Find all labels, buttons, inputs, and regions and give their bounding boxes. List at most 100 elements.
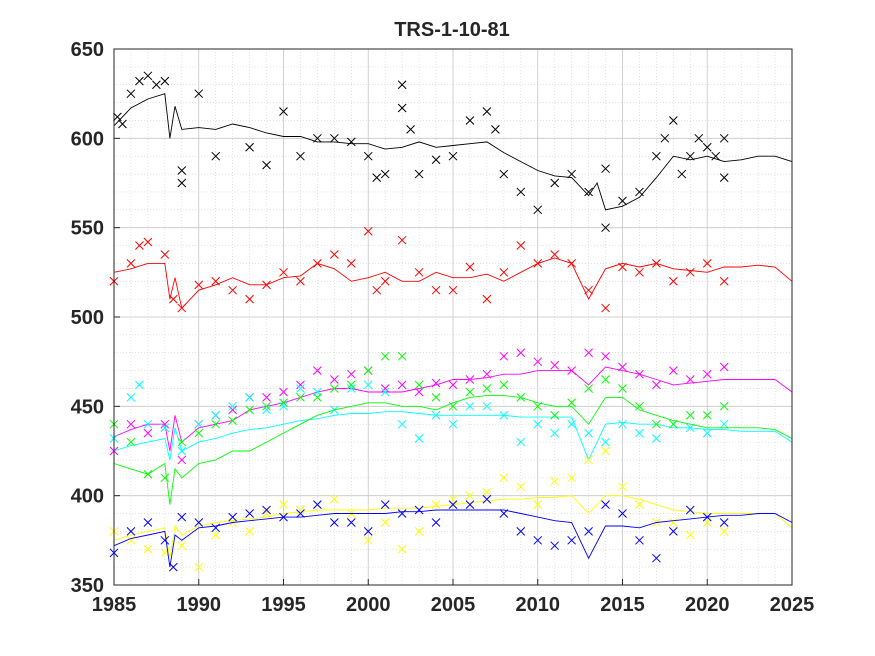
series-6-point — [380, 500, 390, 509]
series-0-point — [279, 107, 288, 116]
series-1-point — [601, 303, 610, 313]
series-4-point — [652, 419, 661, 429]
series-1-point — [652, 259, 661, 268]
series-3-point — [702, 428, 712, 438]
series-1-point — [499, 267, 509, 277]
series-6-point — [635, 535, 644, 545]
series-2-point — [160, 419, 170, 429]
series-1-point — [431, 285, 441, 295]
series-6-point — [567, 535, 577, 545]
series-3-point — [135, 380, 144, 390]
series-0-point — [618, 196, 627, 206]
series-5-point — [143, 544, 153, 554]
series-6-point — [431, 518, 441, 527]
series-6-point — [296, 509, 305, 518]
series-0-point — [601, 164, 610, 174]
series-5-point — [177, 541, 187, 551]
series-0-point — [482, 107, 492, 116]
series-2-point — [380, 384, 390, 393]
series-6-line — [113, 509, 793, 568]
series-6-point — [601, 500, 610, 509]
series-4-point — [194, 428, 204, 438]
series-5-point — [363, 535, 373, 545]
series-6-point — [482, 494, 492, 504]
series-4-point — [329, 384, 339, 393]
series-2-point — [143, 428, 153, 438]
series-6-point — [516, 527, 526, 536]
series-6-point — [363, 527, 373, 536]
series-5-point — [465, 491, 475, 501]
series-5-point — [211, 530, 221, 540]
series-6-point — [279, 512, 288, 522]
series-6-point — [245, 509, 254, 518]
series-0-point — [533, 205, 543, 215]
series-1-point — [346, 259, 356, 268]
series-1-point — [618, 262, 627, 272]
series-1-point — [685, 267, 695, 277]
series-4-point — [279, 398, 288, 408]
series-2-point — [618, 362, 627, 372]
series-3-point — [482, 401, 492, 411]
series-5-point — [194, 562, 204, 572]
series-0-line — [113, 93, 793, 211]
series-0-point — [177, 166, 187, 175]
series-0-point — [601, 223, 610, 233]
series-0-point — [152, 80, 161, 90]
series-5-point — [550, 477, 560, 486]
series-2-point — [414, 387, 424, 397]
series-3-point — [618, 419, 627, 429]
chart-title: TRS-1-10-81 — [394, 19, 510, 41]
series-2-point — [685, 375, 695, 384]
series-2-point — [516, 348, 526, 358]
series-1-point — [397, 235, 407, 245]
series-3-point — [211, 410, 221, 420]
series-0-point — [135, 76, 144, 86]
x-tick-label: 2020 — [685, 594, 730, 616]
series-2-point — [296, 380, 305, 390]
series-2-point — [346, 369, 356, 379]
y-tick-label: 400 — [71, 486, 104, 508]
series-6-point — [329, 518, 339, 527]
series-4-point — [516, 393, 526, 402]
series-6-point — [143, 518, 153, 527]
series-4-point — [533, 401, 543, 411]
series-0-point — [346, 137, 356, 147]
series-3-point — [194, 419, 204, 429]
series-1-point — [177, 303, 187, 313]
series-2-point — [431, 378, 441, 388]
series-0-point — [380, 169, 390, 179]
series-4-point — [143, 469, 153, 479]
series-2-point — [397, 380, 407, 390]
series-2-point — [635, 369, 644, 379]
series-1-point — [228, 285, 238, 295]
series-4-point — [465, 387, 475, 397]
series-1-point — [668, 276, 678, 286]
series-2-point — [533, 357, 543, 367]
x-tick-label: 1985 — [92, 594, 137, 616]
y-tick-label: 500 — [71, 307, 104, 329]
series-0-point — [113, 112, 122, 122]
series-2-point — [126, 419, 136, 429]
series-3-point — [245, 393, 254, 402]
series-1-point — [194, 280, 204, 290]
series-0-point — [702, 142, 712, 152]
series-1-point — [372, 285, 382, 295]
series-2-point — [550, 360, 560, 370]
series-4-point — [550, 410, 560, 420]
series-0-point — [177, 178, 187, 188]
series-4-point — [567, 398, 577, 408]
series-5-point — [584, 455, 593, 465]
series-0-point — [414, 169, 424, 179]
series-3-point — [533, 419, 543, 429]
series-4-point — [262, 401, 271, 411]
series-1 — [109, 226, 793, 313]
series-1-point — [363, 226, 373, 236]
series-6 — [109, 494, 793, 572]
series-2-point — [567, 366, 577, 375]
series-0-point — [719, 133, 729, 143]
series-5-point — [431, 500, 441, 509]
series-6-point — [533, 535, 543, 545]
series-0-point — [448, 151, 458, 161]
series-6-point — [668, 527, 678, 536]
series-1-point — [279, 267, 288, 277]
